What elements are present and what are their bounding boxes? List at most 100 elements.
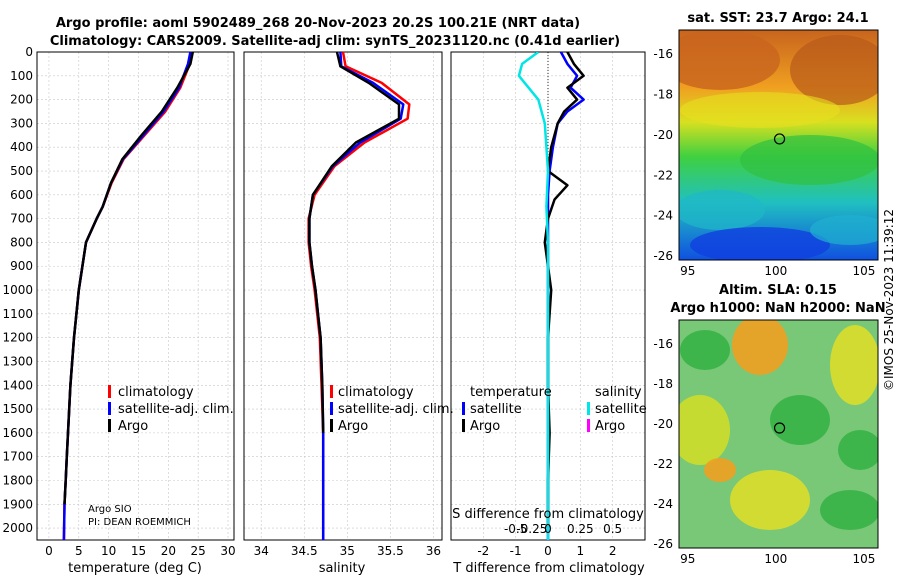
map-y-tick-label: -26 <box>653 249 673 263</box>
x-tick-label: 35 <box>340 544 355 558</box>
x-tick-label: 35.5 <box>377 544 404 558</box>
map-y-tick-label: -20 <box>653 417 673 431</box>
s-difference-axis-label: S difference from climatology <box>452 507 644 522</box>
legend-swatch-climatology <box>108 385 111 398</box>
map-x-tick-label: 95 <box>680 552 695 566</box>
legend-label-t-argo: Argo <box>470 419 500 434</box>
sla-high-patch <box>679 395 730 465</box>
y-tick-label: 1400 <box>2 378 33 392</box>
legend-swatch-argo <box>330 419 333 432</box>
legend-title-salinity: salinity <box>595 385 642 400</box>
y-tick-label: 100 <box>10 69 33 83</box>
map-x-tick-label: 100 <box>764 264 787 278</box>
map-x-tick-label: 105 <box>852 264 875 278</box>
map-y-tick-label: -22 <box>653 168 673 182</box>
series-line-argo <box>308 51 401 433</box>
legend-swatch-satellite <box>108 402 111 415</box>
sla-low-patch <box>820 490 878 530</box>
legend-swatch-argo <box>108 419 111 432</box>
map-x-tick-label: 100 <box>764 552 787 566</box>
copyright-timestamp: ©IMOS 25-Nov-2023 11:39:12 <box>882 209 896 391</box>
legend-label-satellite: satellite-adj. clim. <box>338 402 454 417</box>
x-tick-label: 5 <box>75 544 83 558</box>
s-tick-label: 0.5 <box>603 522 622 536</box>
map-y-tick-label: -18 <box>653 377 673 391</box>
temperature-legend: climatology satellite-adj. clim. Argo <box>108 385 234 434</box>
sla-high-patch <box>704 458 736 482</box>
legend-swatch-s-argo <box>587 419 590 432</box>
legend-title-temperature: temperature <box>470 385 552 400</box>
y-tick-label: 1200 <box>2 331 33 345</box>
y-tick-label: 300 <box>10 116 33 130</box>
s-tick-label: 0.25 <box>567 522 594 536</box>
s-tick-label: -0.25 <box>516 522 547 536</box>
salinity-legend: climatology satellite-adj. clim. Argo <box>330 385 454 434</box>
s-tick-label: -0.5 <box>504 522 527 536</box>
map-y-tick-label: -24 <box>653 497 673 511</box>
map-y-tick-label: -22 <box>653 457 673 471</box>
sst-cool-patch <box>679 190 765 230</box>
credit-line2: PI: DEAN ROEMMICH <box>88 517 191 528</box>
y-tick-label: 200 <box>10 93 33 107</box>
salinity-panel <box>243 51 443 541</box>
x-tick-label: 20 <box>161 544 176 558</box>
series-line-argo <box>63 51 195 505</box>
map-y-tick-label: -16 <box>653 47 673 61</box>
legend-label-satellite: satellite-adj. clim. <box>118 402 234 417</box>
legend-swatch-t-satellite <box>462 402 465 415</box>
sla-high-patch <box>732 320 788 375</box>
legend-label-argo: Argo <box>338 419 368 434</box>
series-line-t-satellite <box>546 52 585 540</box>
s-tick-label: 0 <box>544 522 552 536</box>
legend-label-climatology: climatology <box>338 385 414 400</box>
legend-label-climatology: climatology <box>118 385 194 400</box>
y-tick-label: 1500 <box>2 402 33 416</box>
sla-low-patch <box>770 395 830 445</box>
sla-map <box>678 319 879 549</box>
sst-mid-patch <box>680 92 840 128</box>
x-tick-label: 0 <box>544 544 552 558</box>
series-line-climatology <box>62 51 194 541</box>
x-tick-label: 34 <box>254 544 269 558</box>
sst-map <box>678 29 879 261</box>
x-tick-label: -2 <box>477 544 489 558</box>
y-tick-label: 700 <box>10 212 33 226</box>
sla-low-patch <box>838 430 878 470</box>
legend-swatch-climatology <box>330 385 333 398</box>
figure-title-line2: Climatology: CARS2009. Satellite-adj cli… <box>50 34 620 49</box>
y-tick-label: 600 <box>10 188 33 202</box>
x-tick-label: 1 <box>577 544 585 558</box>
sla-map-title-line2: Argo h1000: NaN h2000: NaN <box>670 301 885 316</box>
x-tick-label: 25 <box>191 544 206 558</box>
y-tick-label: 800 <box>10 235 33 249</box>
grid-layer <box>37 51 645 540</box>
y-tick-label: 1100 <box>2 307 33 321</box>
difference-legend: temperature salinity satellite Argo sate… <box>462 385 647 434</box>
figure-title-line1: Argo profile: aoml 5902489_268 20-Nov-20… <box>56 16 580 31</box>
legend-label-argo: Argo <box>118 419 148 434</box>
y-tick-label: 400 <box>10 140 33 154</box>
credit-line1: Argo SIO <box>88 504 132 515</box>
x-tick-label: 0 <box>45 544 53 558</box>
legend-swatch-s-satellite <box>587 402 590 415</box>
legend-label-s-satellite: satellite <box>595 402 647 417</box>
map-x-tick-label: 95 <box>680 264 695 278</box>
x-tick-label: 2 <box>609 544 617 558</box>
map-y-tick-label: -18 <box>653 88 673 102</box>
x-tick-label: 30 <box>220 544 235 558</box>
map-y-tick-label: -20 <box>653 128 673 142</box>
sla-map-title-line1: Altim. SLA: 0.15 <box>719 283 837 298</box>
map-y-tick-label: -16 <box>653 337 673 351</box>
y-tick-label: 1900 <box>2 497 33 511</box>
x-tick-label: 15 <box>131 544 146 558</box>
x-tick-label: -1 <box>510 544 522 558</box>
sst-mid-patch <box>740 135 878 185</box>
legend-swatch-satellite <box>330 402 333 415</box>
y-tick-label: 900 <box>10 259 33 273</box>
sla-high-patch <box>730 470 810 530</box>
sst-argo-position-marker <box>773 133 786 145</box>
temperature-axis-label: temperature (deg C) <box>68 561 202 576</box>
y-tick-label: 1600 <box>2 426 33 440</box>
y-tick-label: 0 <box>25 45 33 59</box>
